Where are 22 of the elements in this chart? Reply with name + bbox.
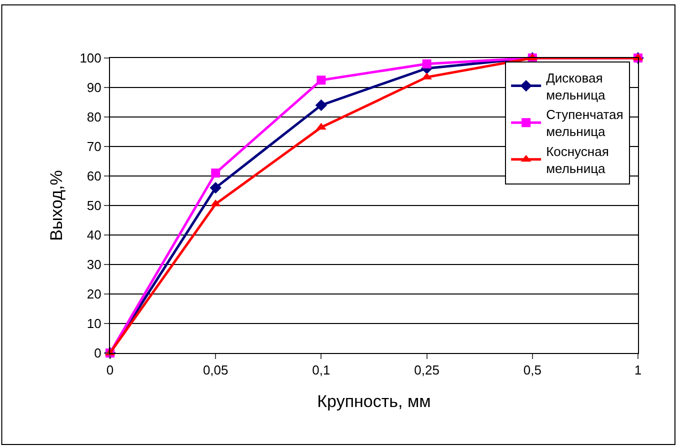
x-tick-label: 0,05 (202, 362, 228, 378)
y-tick-label: 100 (80, 50, 102, 66)
y-tick-label: 70 (86, 139, 102, 154)
x-tick-label: 0,5 (523, 362, 542, 378)
y-tick-label: 30 (86, 257, 102, 272)
y-tick-label: 90 (86, 80, 102, 96)
x-tick-label: 0,1 (312, 362, 330, 378)
y-tick-label: 20 (86, 286, 102, 302)
legend-label: Коснусная мельница (546, 144, 609, 176)
legend-label: Дисковая мельница (546, 70, 606, 102)
y-axis-title: Выход,% (47, 170, 66, 241)
y-tick-label: 60 (86, 168, 102, 184)
x-tick-label: 0,25 (414, 362, 440, 378)
x-tick-label: 1 (634, 362, 642, 378)
y-tick-label: 40 (86, 228, 102, 243)
x-tick-label: 0 (106, 362, 114, 378)
legend-label: Ступенчатая мельница (546, 107, 624, 140)
y-tick-label: 80 (86, 110, 102, 125)
y-tick-label: 0 (94, 346, 102, 361)
x-axis-title: Крупность, мм (317, 392, 431, 411)
y-tick-label: 50 (86, 198, 102, 214)
y-tick-label: 10 (86, 316, 102, 332)
